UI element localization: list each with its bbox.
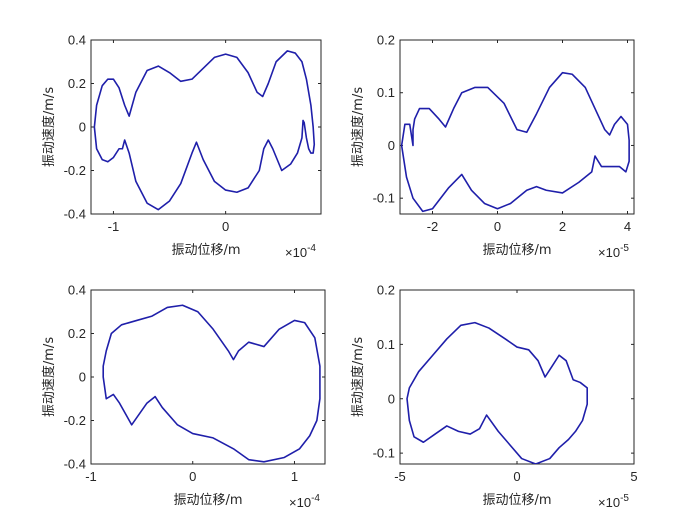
panel-4-ylabel: 振动速度/m/s [350, 337, 366, 417]
panel-2-axes-frame [399, 39, 635, 215]
panel-2-xtick-label: 0 [494, 219, 501, 234]
panel-3-axes-frame [90, 289, 326, 465]
panel-1-ytick-label: 0.2 [68, 76, 86, 91]
panel-3-x-exponent: ×10-4 [289, 493, 320, 510]
panel-1-series-curve [93, 50, 316, 211]
panel-3-xtick-label: 0 [189, 469, 196, 484]
panel-2-ytick-label: 0.1 [377, 85, 395, 100]
panel-3-group: -1 0 1 -0.4 -0.2 0 0.2 0.4 振动位移/m 振动速度/m/s ×10-4 [41, 283, 326, 510]
panel-4-xtick-label: 5 [630, 469, 637, 484]
panel-3-ytick-label: -0.4 [64, 457, 86, 472]
panel-4-series-curve [406, 321, 589, 464]
panel-3-xlabel: 振动位移/m [173, 493, 242, 508]
panel-1-xtick-label: -1 [108, 219, 120, 234]
panel-2-group: -2 0 2 4 -0.1 0 0.1 0.2 振动位移/m 振动速度/m/s ×10-5 [350, 33, 635, 260]
panel-2-xtick-label: -2 [427, 219, 439, 234]
panel-1-xtick-label: 0 [222, 219, 229, 234]
panel-4-xlabel: 振动位移/m [482, 493, 551, 508]
panel-2-xtick-label: 4 [624, 219, 631, 234]
panel-2-ytick-label: 0.2 [377, 33, 395, 48]
panel-3-x-exponent-power: -4 [311, 493, 320, 504]
panel-4-ytick-label: 0.1 [377, 337, 395, 352]
panel-3-ytick-label: -0.2 [64, 413, 86, 428]
panel-3-ytick-label: 0.4 [68, 283, 86, 298]
panel-1-ytick-label: 0.4 [68, 33, 86, 48]
panel-1-axes-frame [90, 39, 322, 215]
panel-4-axes-frame [399, 289, 635, 465]
panel-1-group: -1 0 -0.4 -0.2 0 0.2 0.4 振动位移/m 振动速度/m/s ×10-4 [41, 33, 322, 260]
panel-1-x-exponent-base: ×10 [285, 245, 307, 260]
panel-3-x-exponent-base: ×10 [289, 495, 311, 510]
panel-2-series-curve [400, 71, 630, 213]
panel-2-xlabel: 振动位移/m [482, 243, 551, 258]
panel-3-xtick-label: -1 [85, 469, 97, 484]
panel-4-x-exponent-base: ×10 [598, 495, 620, 510]
panel-1-x-exponent-power: -4 [307, 243, 316, 254]
panel-4-ytick-label: -0.1 [373, 446, 395, 461]
panel-2-ylabel: 振动速度/m/s [350, 87, 366, 167]
panel-3-xtick-label: 1 [291, 469, 298, 484]
panel-2-x-exponent-base: ×10 [598, 245, 620, 260]
panel-4-ytick-label: 0.2 [377, 283, 395, 298]
panel-2-ytick-label: 0 [388, 138, 395, 153]
panel-1-x-exponent: ×10-4 [285, 243, 316, 260]
panel-2-x-exponent: ×10-5 [598, 243, 629, 260]
panel-1-ytick-label: -0.4 [64, 207, 86, 222]
panel-4-xtick-label: 0 [513, 469, 520, 484]
panel-3-ytick-label: 0 [79, 370, 86, 385]
panel-1-ytick-label: -0.2 [64, 163, 86, 178]
panel-1-xlabel: 振动位移/m [171, 243, 240, 258]
panel-4-ytick-label: 0 [388, 391, 395, 406]
panel-2-ytick-label: -0.1 [373, 191, 395, 206]
panel-3-ylabel: 振动速度/m/s [41, 337, 57, 417]
panel-2-xtick-label: 2 [559, 219, 566, 234]
panel-4-xtick-label: -5 [394, 469, 406, 484]
panel-4-x-exponent-power: -5 [620, 493, 629, 504]
panel-3-ytick-label: 0.2 [68, 326, 86, 341]
panel-1-ylabel: 振动速度/m/s [41, 87, 57, 167]
panel-1-ytick-label: 0 [79, 120, 86, 135]
panel-2-x-exponent-power: -5 [620, 243, 629, 254]
panel-3-series-curve [102, 304, 321, 463]
panel-4-x-exponent: ×10-5 [598, 493, 629, 510]
